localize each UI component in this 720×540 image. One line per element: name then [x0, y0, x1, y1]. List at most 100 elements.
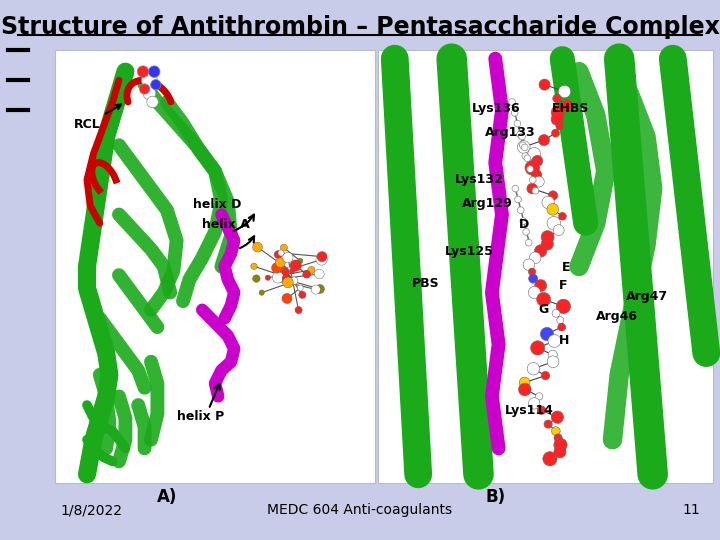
Circle shape [551, 113, 563, 125]
Circle shape [554, 446, 566, 458]
Text: H: H [559, 334, 570, 347]
Text: EHBS: EHBS [552, 102, 590, 115]
Circle shape [311, 285, 320, 294]
Text: D: D [518, 218, 529, 231]
Text: Arg47: Arg47 [626, 291, 668, 303]
Circle shape [537, 406, 546, 415]
Circle shape [277, 275, 284, 282]
Circle shape [283, 252, 293, 263]
Circle shape [508, 99, 516, 105]
Circle shape [315, 269, 324, 279]
Circle shape [519, 377, 530, 388]
Circle shape [520, 218, 527, 225]
Circle shape [547, 204, 559, 215]
Circle shape [529, 252, 541, 264]
Text: Arg46: Arg46 [595, 310, 638, 323]
Circle shape [532, 187, 539, 194]
Text: helix P: helix P [176, 410, 224, 423]
Circle shape [307, 266, 315, 274]
Circle shape [554, 434, 562, 442]
Text: E: E [562, 261, 571, 274]
Circle shape [141, 72, 158, 89]
Text: Lys114: Lys114 [505, 404, 554, 417]
Circle shape [518, 207, 524, 213]
Circle shape [515, 196, 521, 202]
Circle shape [150, 79, 161, 90]
Text: helix A: helix A [202, 218, 250, 231]
Circle shape [536, 393, 543, 400]
Circle shape [531, 170, 541, 180]
Circle shape [287, 280, 293, 286]
Circle shape [527, 362, 539, 375]
Text: helix D: helix D [193, 198, 241, 211]
Circle shape [528, 274, 538, 283]
Circle shape [512, 185, 518, 192]
Circle shape [287, 267, 292, 273]
Circle shape [531, 341, 545, 355]
Circle shape [528, 147, 541, 160]
Circle shape [524, 155, 531, 161]
Circle shape [558, 323, 566, 331]
Circle shape [541, 231, 554, 244]
Circle shape [548, 335, 561, 347]
Circle shape [278, 250, 284, 256]
Circle shape [289, 268, 295, 274]
Circle shape [557, 299, 570, 314]
Circle shape [280, 244, 287, 251]
Circle shape [541, 238, 554, 250]
Circle shape [282, 293, 292, 303]
Circle shape [282, 277, 293, 288]
Circle shape [279, 272, 288, 281]
Circle shape [542, 196, 554, 208]
Circle shape [276, 258, 285, 267]
Circle shape [316, 254, 328, 265]
Circle shape [143, 87, 156, 100]
Circle shape [552, 309, 560, 317]
Bar [378, 50, 713, 483]
Circle shape [526, 239, 532, 246]
Text: Lys132: Lys132 [455, 173, 504, 186]
Circle shape [534, 176, 544, 187]
Circle shape [302, 271, 310, 278]
Circle shape [251, 263, 257, 269]
Circle shape [274, 251, 282, 259]
Text: Lys136: Lys136 [472, 102, 521, 115]
Text: 1/8/2022: 1/8/2022 [60, 503, 122, 517]
Circle shape [528, 268, 536, 275]
Circle shape [290, 277, 298, 285]
Circle shape [282, 268, 289, 275]
Circle shape [297, 285, 303, 291]
Circle shape [536, 293, 551, 306]
Circle shape [525, 160, 540, 175]
Circle shape [544, 420, 552, 428]
Circle shape [539, 134, 549, 146]
Text: B): B) [485, 488, 505, 506]
Text: Arg133: Arg133 [485, 126, 536, 139]
Circle shape [522, 153, 528, 159]
Circle shape [517, 131, 523, 138]
Circle shape [556, 123, 563, 130]
Text: Lys125: Lys125 [445, 245, 494, 258]
Circle shape [518, 133, 526, 140]
Circle shape [521, 144, 528, 151]
Circle shape [528, 397, 540, 409]
Circle shape [527, 166, 534, 172]
Text: RCL: RCL [74, 105, 121, 131]
Text: PBS: PBS [412, 278, 439, 291]
Text: 11: 11 [683, 503, 700, 517]
Circle shape [297, 258, 303, 264]
Circle shape [532, 156, 543, 166]
Circle shape [558, 85, 571, 98]
Circle shape [514, 120, 521, 127]
Circle shape [529, 177, 536, 183]
Circle shape [279, 267, 289, 276]
Circle shape [553, 94, 562, 103]
Circle shape [282, 274, 289, 282]
Circle shape [528, 286, 541, 299]
Circle shape [561, 99, 572, 111]
Circle shape [138, 66, 149, 77]
Circle shape [317, 252, 327, 262]
Circle shape [534, 245, 546, 257]
Circle shape [552, 106, 564, 119]
Circle shape [559, 212, 567, 220]
